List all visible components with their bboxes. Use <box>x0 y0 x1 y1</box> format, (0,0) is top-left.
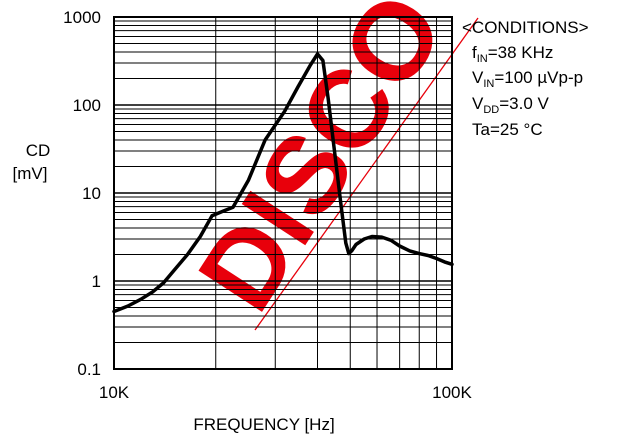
condition-fin-symbol: f <box>472 43 477 62</box>
chart-grid <box>114 17 452 369</box>
condition-vin: VIN=100 µVp-p <box>472 68 583 90</box>
condition-vdd-subscript: DD <box>483 104 499 116</box>
watermark-slash-line <box>254 17 479 331</box>
plot-frame <box>113 16 453 370</box>
y-axis-title-line1: CD <box>26 141 51 160</box>
condition-vin-subscript: IN <box>483 78 494 90</box>
condition-vin-value: =100 µVp-p <box>494 68 583 87</box>
conditions-block: <CONDITIONS> fIN=38 KHz VIN=100 µVp-p VD… <box>462 18 589 139</box>
y-tick-label: 10 <box>82 184 101 203</box>
condition-vdd-symbol: V <box>472 94 484 113</box>
condition-vin-symbol: V <box>472 68 484 87</box>
y-tick-label: 1 <box>92 272 101 291</box>
y-tick-label: 0.1 <box>77 360 101 379</box>
x-tick-labels: 10K 100K <box>99 383 473 402</box>
condition-vdd-value: =3.0 V <box>499 94 549 113</box>
condition-vdd: VDD=3.0 V <box>472 94 550 116</box>
series-line <box>112 52 454 314</box>
y-tick-label: 1000 <box>63 8 101 27</box>
x-tick-label: 100K <box>432 383 472 402</box>
y-axis-title-line2: [mV] <box>13 164 48 183</box>
y-tick-labels: 1000 100 10 1 0.1 <box>63 8 101 379</box>
x-axis-title: FREQUENCY [Hz] <box>193 415 334 434</box>
condition-fin-subscript: IN <box>477 53 488 65</box>
condition-ta: Ta=25 °C <box>472 120 543 139</box>
x-tick-label: 10K <box>99 383 130 402</box>
condition-fin-value: =38 KHz <box>488 43 554 62</box>
y-tick-label: 100 <box>73 96 101 115</box>
condition-fin: fIN=38 KHz <box>472 43 553 65</box>
conditions-title: <CONDITIONS> <box>462 18 589 37</box>
